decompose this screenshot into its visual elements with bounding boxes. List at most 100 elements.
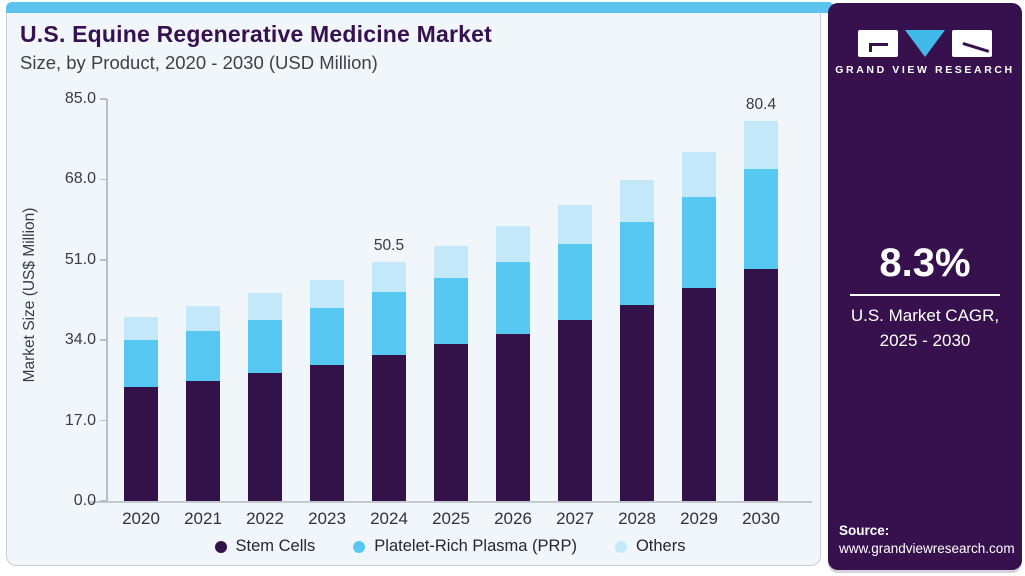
x-tick-label: 2027 [556,509,594,528]
bar-segment [496,262,530,334]
x-tick-label: 2030 [742,509,780,528]
y-axis-title: Market Size (US$ Million) [21,207,38,383]
bar-stack-2020 [124,316,158,501]
legend-item: Others [614,537,686,556]
bar-segment [682,287,716,501]
source-label: Source: [839,523,890,538]
bar-segment [558,319,592,501]
bar-segment [620,304,654,501]
cagr-value: 8.3% [879,241,971,285]
bar-segment [186,305,220,331]
legend-label: Platelet-Rich Plasma (PRP) [374,537,577,555]
y-tick [100,500,107,502]
bar-segment [744,268,778,501]
y-tick [100,419,107,422]
bar-segment [124,340,158,388]
plot-area [107,99,801,501]
y-tick-label: 0.0 [73,492,96,509]
logo-letter-v-icon [905,30,945,57]
report-title: U.S. Equine Regenerative Medicine Market [20,21,492,47]
bar-segment [248,293,282,320]
bar-segment [744,169,778,269]
bar-stack-2022 [248,293,282,501]
bar-segment [620,180,654,222]
bar-segment [372,262,406,293]
bar-segment [434,344,468,501]
bar-total-label: 50.5 [373,237,405,255]
bar-segment [496,333,530,501]
x-tick-label: 2021 [184,509,222,528]
bar-segment [682,196,716,288]
bar-segment [372,292,406,355]
y-tick [100,259,107,261]
bar-segment [310,279,344,308]
legend-label: Others [635,537,686,555]
gvr-logo-icon [828,30,1022,57]
legend-item: Stem Cells [214,537,316,556]
legend-item: Platelet-Rich Plasma (PRP) [353,537,577,556]
legend-label: Stem Cells [235,537,316,555]
bar-segment [744,120,778,170]
x-tick-label: 2022 [246,509,284,528]
y-tick-label: 17.0 [64,411,96,429]
bar-stack-2023 [310,279,344,501]
x-tick-label: 2026 [494,509,532,528]
bar-segment [558,243,592,320]
source-block: Source: www.grandviewresearch.com [839,522,1015,558]
y-tick-label: 85.0 [64,90,96,107]
bar-stack-2030 [744,120,778,501]
x-tick-label: 2025 [432,509,470,528]
logo-letter-g-icon [858,30,898,57]
legend-dot-icon [353,540,366,553]
cagr-divider [850,294,1000,296]
bar-total-label: 80.4 [745,95,777,113]
logo-wordmark: GRAND VIEW RESEARCH [835,64,1015,76]
bar-segment [248,319,282,374]
cagr-caption-line2: 2025 - 2030 [879,331,971,350]
bar-segment [620,221,654,305]
bar-segment [682,152,716,197]
bar-stack-2025 [434,245,468,501]
y-tick-label: 68.0 [64,170,96,188]
y-axis-line [106,99,108,501]
bar-segment [124,316,158,341]
y-tick [100,178,107,181]
bar-segment [434,245,468,279]
bar-stack-2027 [558,205,592,501]
bar-segment [558,205,592,244]
bar-segment [310,307,344,365]
bar-segment [372,354,406,501]
legend-dot-icon [214,540,227,553]
cagr-caption: U.S. Market CAGR, 2025 - 2030 [828,303,1022,353]
x-tick-label: 2028 [618,509,656,528]
x-axis-line [90,501,812,503]
bar-segment [186,330,220,381]
bar-stack-2028 [620,180,654,501]
bar-segment [310,364,344,501]
y-tick-label: 34.0 [64,331,96,349]
bar-stack-2026 [496,226,530,501]
logo-letter-r-icon [952,30,992,57]
brand-sidebar: GRAND VIEW RESEARCH 8.3% U.S. Market CAG… [828,3,1022,570]
bar-segment [248,373,282,501]
source-url: www.grandviewresearch.com [839,541,1015,556]
bar-stack-2024 [372,262,406,501]
report-subtitle: Size, by Product, 2020 - 2030 (USD Milli… [20,52,378,73]
bar-stack-2029 [682,152,716,501]
x-tick-label: 2023 [308,509,346,528]
bar-segment [434,278,468,345]
bar-segment [496,226,530,263]
x-tick-label: 2024 [370,509,408,528]
cagr-caption-line1: U.S. Market CAGR, [850,306,1000,325]
bar-segment [186,380,220,501]
y-tick [100,98,107,100]
y-tick [100,339,107,341]
x-tick-label: 2029 [680,509,718,528]
y-tick-label: 51.0 [64,250,96,268]
x-tick-label: 2020 [122,509,160,528]
chart-legend: Stem Cells Platelet-Rich Plasma (PRP) Othe… [95,537,805,556]
legend-dot-icon [614,540,627,553]
bar-stack-2021 [186,305,220,501]
top-accent-bar [6,2,834,13]
